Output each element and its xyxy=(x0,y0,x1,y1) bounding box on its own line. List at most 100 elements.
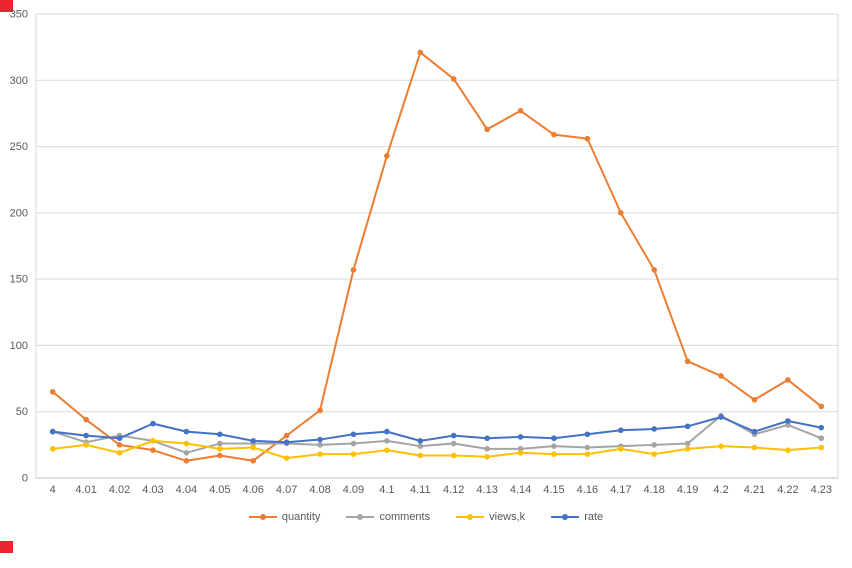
data-point-marker xyxy=(83,432,89,439)
y-tick-label: 350 xyxy=(10,9,28,21)
data-point-marker xyxy=(818,435,825,442)
data-point-marker xyxy=(718,443,724,449)
series-line-comments xyxy=(51,414,823,454)
data-point-marker xyxy=(450,452,457,459)
legend-marker-comments-icon xyxy=(346,513,375,521)
data-point-marker xyxy=(684,440,691,447)
x-tick-label: 4.17 xyxy=(610,484,631,496)
y-tick-label: 0 xyxy=(22,473,28,485)
legend-label-quantity: quantity xyxy=(281,511,321,523)
x-tick-label: 4.21 xyxy=(744,484,765,496)
x-tick-label: 4.18 xyxy=(643,484,664,496)
data-point-marker xyxy=(183,440,190,447)
data-point-marker xyxy=(116,435,123,442)
data-point-marker xyxy=(651,451,658,457)
data-point-marker xyxy=(651,267,658,273)
data-point-marker xyxy=(417,443,424,449)
data-point-marker xyxy=(183,457,190,464)
data-point-marker xyxy=(818,444,825,451)
data-point-marker xyxy=(718,414,724,420)
data-point-marker xyxy=(183,428,190,435)
data-point-marker xyxy=(684,446,691,452)
x-tick-label: 4.19 xyxy=(677,484,698,496)
data-point-marker xyxy=(384,428,390,435)
data-point-marker xyxy=(450,432,457,439)
legend-label-views: views,k xyxy=(489,511,526,523)
data-point-marker xyxy=(216,452,223,459)
y-tick-label: 50 xyxy=(16,406,28,418)
x-tick-label: 4.03 xyxy=(142,484,163,496)
data-point-marker xyxy=(49,446,56,452)
data-point-marker xyxy=(751,396,758,403)
data-point-marker xyxy=(785,418,791,424)
data-point-marker xyxy=(216,431,223,438)
data-point-marker xyxy=(517,446,524,452)
x-tick-label: 4.14 xyxy=(510,484,531,496)
data-point-marker xyxy=(150,420,156,427)
data-point-marker xyxy=(49,389,56,395)
x-tick-label: 4.04 xyxy=(176,484,197,496)
data-point-marker xyxy=(350,267,357,273)
data-point-marker xyxy=(684,358,691,365)
legend-item-rate[interactable]: rate xyxy=(551,510,603,524)
line-chart-plot-area: 0 50 100 150 200 250 300 350 4 4.01 4.02 4.03 4.04 4.… xyxy=(10,9,839,496)
data-point-marker xyxy=(216,446,223,452)
data-point-marker xyxy=(584,431,591,438)
x-tick-label: 4.23 xyxy=(811,484,832,496)
data-point-marker xyxy=(116,442,123,448)
legend-item-comments[interactable]: comments xyxy=(346,510,430,524)
data-point-marker xyxy=(83,442,89,448)
y-tick-label: 150 xyxy=(10,274,28,286)
series-line-quantity xyxy=(51,51,823,462)
x-tick-label: 4.02 xyxy=(109,484,130,496)
data-point-marker xyxy=(83,416,89,423)
data-point-marker xyxy=(384,438,390,444)
data-point-marker xyxy=(350,451,357,457)
x-tick-label: 4.09 xyxy=(343,484,364,496)
x-tick-label: 4.06 xyxy=(242,484,263,496)
data-point-marker xyxy=(484,453,490,460)
data-point-marker xyxy=(785,377,791,383)
data-point-marker xyxy=(484,446,490,452)
series-line-viewsk xyxy=(51,439,823,460)
data-point-marker xyxy=(417,438,424,444)
data-point-marker xyxy=(751,428,758,435)
x-tick-label: 4.12 xyxy=(443,484,464,496)
data-point-marker xyxy=(584,444,591,451)
legend-label-rate: rate xyxy=(584,511,604,523)
y-tick-label: 100 xyxy=(10,340,28,352)
data-point-marker xyxy=(450,440,457,447)
data-point-marker xyxy=(785,422,791,428)
data-point-marker xyxy=(751,444,758,451)
data-point-marker xyxy=(417,452,424,459)
x-tick-label: 4.05 xyxy=(209,484,230,496)
data-point-marker xyxy=(317,436,323,443)
legend-marker-rate-icon xyxy=(551,513,580,521)
x-tick-label: 4.2 xyxy=(713,484,728,496)
data-point-marker xyxy=(484,435,490,442)
data-point-marker xyxy=(584,135,591,142)
data-point-marker xyxy=(551,435,557,442)
data-point-marker xyxy=(384,447,390,453)
legend-label-comments: comments xyxy=(379,511,431,523)
data-point-marker xyxy=(517,450,524,456)
data-point-marker xyxy=(551,451,557,457)
data-point-marker xyxy=(517,107,524,114)
x-tick-label: 4.08 xyxy=(309,484,330,496)
data-point-marker xyxy=(617,427,624,434)
red-corner-marker-bottom xyxy=(0,541,13,553)
legend-item-quantity[interactable]: quantity xyxy=(248,510,321,524)
data-point-marker xyxy=(450,76,457,82)
data-point-marker xyxy=(150,438,156,444)
legend-marker-quantity-icon xyxy=(248,513,277,521)
data-point-marker xyxy=(417,49,424,56)
data-point-marker xyxy=(250,438,257,444)
chart-legend: quantity comments views,k rate xyxy=(0,510,852,524)
data-point-marker xyxy=(517,434,524,440)
data-point-marker xyxy=(49,428,56,435)
data-point-marker xyxy=(718,373,724,379)
data-point-marker xyxy=(551,131,557,138)
data-point-marker xyxy=(818,424,825,431)
legend-item-views[interactable]: views,k xyxy=(456,510,525,524)
